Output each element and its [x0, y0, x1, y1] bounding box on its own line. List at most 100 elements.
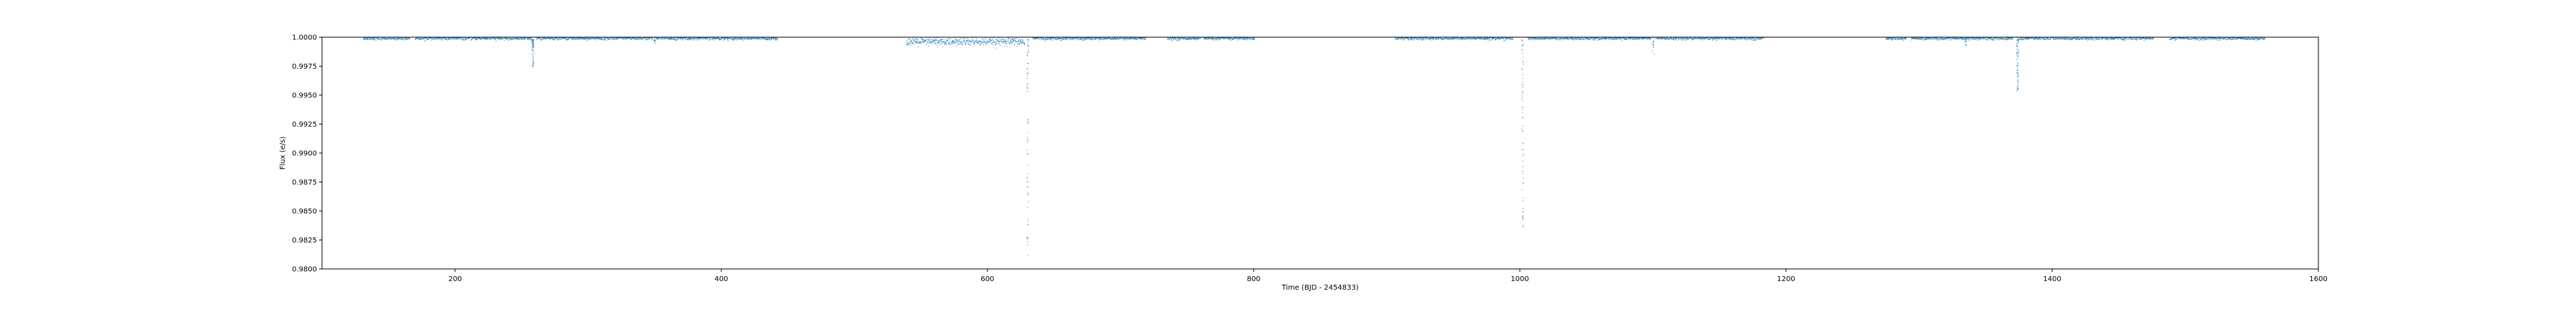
flux-point	[718, 39, 720, 40]
flux-point	[727, 39, 728, 41]
flux-point	[370, 39, 371, 41]
flux-point	[593, 39, 595, 41]
flux-point	[1216, 39, 1218, 41]
flux-point	[1113, 38, 1115, 39]
flux-point	[1916, 38, 1918, 39]
flux-point	[1904, 37, 1906, 39]
flux-point	[384, 38, 385, 39]
flux-point	[998, 41, 1000, 42]
flux-point	[1117, 37, 1118, 39]
flux-point	[1063, 37, 1065, 39]
flux-point	[1068, 37, 1070, 39]
flux-point	[2135, 39, 2136, 40]
flux-point	[665, 38, 667, 39]
flux-point	[1537, 38, 1538, 39]
flux-point	[734, 39, 736, 40]
flux-point	[995, 44, 996, 46]
flux-point	[719, 39, 721, 41]
flux-point	[1431, 38, 1433, 39]
flux-point	[648, 37, 649, 39]
flux-point	[1066, 39, 1068, 41]
flux-point	[1719, 37, 1721, 39]
flux-point	[1578, 37, 1579, 39]
flux-point	[1614, 37, 1616, 39]
flux-point	[677, 37, 678, 39]
flux-point	[1616, 37, 1617, 39]
flux-point	[1227, 37, 1229, 39]
flux-point	[766, 39, 767, 40]
flux-point	[1511, 37, 1513, 39]
flux-point	[1977, 37, 1979, 39]
flux-point	[2048, 37, 2049, 39]
flux-point	[542, 37, 543, 39]
flux-point	[996, 47, 997, 49]
flux-point	[508, 39, 509, 41]
flux-point	[1587, 38, 1589, 39]
flux-point	[1560, 37, 1561, 39]
flux-point	[2105, 39, 2107, 41]
flux-point	[553, 39, 555, 41]
flux-point	[920, 37, 922, 39]
flux-point	[1662, 38, 1664, 39]
flux-point	[369, 39, 371, 40]
flux-point	[1068, 38, 1070, 39]
flux-point	[1221, 38, 1222, 39]
flux-point	[1502, 38, 1503, 39]
flux-point	[1219, 38, 1221, 39]
flux-point	[527, 37, 529, 39]
flux-point	[1182, 38, 1184, 39]
flux-point	[1979, 37, 1981, 39]
flux-point	[1254, 38, 1255, 39]
flux-point	[985, 41, 986, 43]
flux-point	[1213, 38, 1214, 39]
flux-point	[1452, 39, 1453, 40]
flux-point	[1196, 39, 1197, 41]
flux-point	[686, 39, 688, 40]
flux-point	[1686, 38, 1687, 39]
flux-point	[1705, 37, 1707, 39]
flux-point	[1886, 37, 1888, 39]
flux-point	[1130, 37, 1131, 39]
flux-point	[1760, 37, 1762, 39]
flux-point	[2036, 38, 2038, 39]
flux-point	[1593, 37, 1594, 39]
flux-point	[1128, 38, 1130, 39]
flux-point	[1949, 37, 1951, 39]
flux-point	[953, 43, 955, 44]
flux-point	[1528, 37, 1530, 39]
flux-point	[1100, 37, 1101, 39]
flux-point	[1752, 37, 1753, 39]
flux-point	[1062, 37, 1063, 39]
flux-point	[918, 42, 919, 44]
flux-point	[977, 41, 978, 43]
flux-point	[925, 39, 927, 41]
flux-point	[1946, 37, 1948, 39]
flux-point	[2069, 39, 2071, 41]
flux-point	[1078, 39, 1079, 41]
flux-point	[2006, 38, 2008, 39]
flux-point	[1057, 37, 1058, 39]
flux-point	[1024, 44, 1025, 46]
flux-point	[912, 42, 914, 44]
flux-point	[2058, 38, 2059, 39]
flux-point	[992, 44, 994, 46]
flux-point	[1092, 37, 1093, 39]
flux-point	[512, 39, 514, 40]
flux-point	[1440, 38, 1442, 39]
flux-point	[1891, 38, 1893, 39]
flux-point	[666, 38, 668, 39]
flux-point	[610, 37, 612, 39]
flux-point	[1489, 37, 1491, 39]
flux-point	[1667, 37, 1669, 39]
flux-point	[2117, 37, 2119, 39]
flux-point	[1076, 37, 1078, 39]
flux-point	[2039, 37, 2040, 39]
flux-point	[1724, 38, 1726, 39]
flux-point	[1528, 39, 1530, 40]
flux-point	[1607, 37, 1609, 39]
flux-point	[1573, 37, 1574, 39]
flux-point	[1679, 37, 1681, 39]
flux-point	[1186, 39, 1188, 40]
flux-point	[1619, 37, 1620, 39]
flux-point	[1528, 39, 1530, 40]
